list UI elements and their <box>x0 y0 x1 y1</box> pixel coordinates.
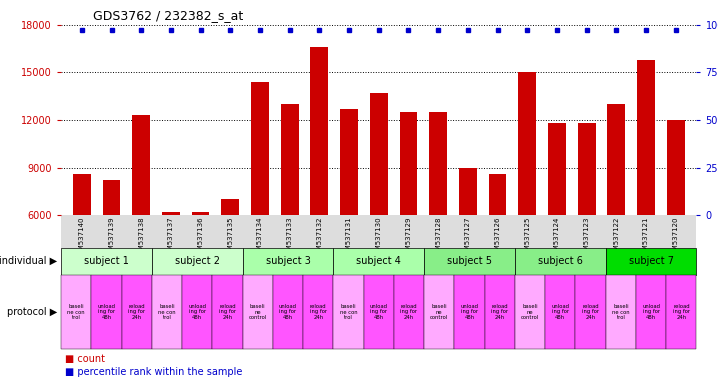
Text: unload
ing for
48h: unload ing for 48h <box>642 304 660 320</box>
Text: baseli
ne
control: baseli ne control <box>521 304 539 320</box>
Bar <box>162 212 180 215</box>
Text: unload
ing for
48h: unload ing for 48h <box>370 304 388 320</box>
Bar <box>548 123 566 215</box>
Text: baseli
ne con
trol: baseli ne con trol <box>67 304 85 320</box>
Text: baseli
ne
control: baseli ne control <box>248 304 267 320</box>
Text: GDS3762 / 232382_s_at: GDS3762 / 232382_s_at <box>93 9 243 22</box>
Text: ■ count: ■ count <box>65 354 105 364</box>
Bar <box>192 212 210 215</box>
Text: unload
ing for
48h: unload ing for 48h <box>279 304 297 320</box>
Bar <box>489 174 506 215</box>
Text: reload
ing for
24h: reload ing for 24h <box>491 304 508 320</box>
Text: baseli
ne
control: baseli ne control <box>430 304 448 320</box>
Text: subject 1: subject 1 <box>84 256 129 266</box>
Text: ■ percentile rank within the sample: ■ percentile rank within the sample <box>65 367 242 377</box>
Text: protocol ▶: protocol ▶ <box>7 307 57 317</box>
Text: subject 2: subject 2 <box>174 256 220 266</box>
Text: reload
ing for
24h: reload ing for 24h <box>219 304 236 320</box>
Bar <box>221 199 239 215</box>
Bar <box>607 104 625 215</box>
Bar <box>667 120 684 215</box>
Text: unload
ing for
48h: unload ing for 48h <box>188 304 206 320</box>
Bar <box>637 60 655 215</box>
Text: subject 4: subject 4 <box>356 256 401 266</box>
Text: unload
ing for
48h: unload ing for 48h <box>551 304 569 320</box>
Bar <box>281 104 299 215</box>
Bar <box>310 47 328 215</box>
Bar <box>251 82 269 215</box>
Bar <box>518 73 536 215</box>
Bar <box>132 115 150 215</box>
Bar <box>103 180 121 215</box>
Text: subject 5: subject 5 <box>447 256 492 266</box>
Bar <box>370 93 388 215</box>
Text: unload
ing for
48h: unload ing for 48h <box>460 304 478 320</box>
Text: baseli
ne con
trol: baseli ne con trol <box>158 304 176 320</box>
Text: subject 6: subject 6 <box>538 256 583 266</box>
Text: baseli
ne con
trol: baseli ne con trol <box>340 304 358 320</box>
Text: reload
ing for
24h: reload ing for 24h <box>309 304 327 320</box>
Text: subject 3: subject 3 <box>266 256 310 266</box>
Text: reload
ing for
24h: reload ing for 24h <box>582 304 599 320</box>
Bar <box>459 167 477 215</box>
Bar <box>340 109 358 215</box>
Text: individual ▶: individual ▶ <box>0 256 57 266</box>
Text: reload
ing for
24h: reload ing for 24h <box>401 304 418 320</box>
Text: subject 7: subject 7 <box>628 256 673 266</box>
Bar <box>578 123 595 215</box>
Text: unload
ing for
48h: unload ing for 48h <box>98 304 116 320</box>
Text: reload
ing for
24h: reload ing for 24h <box>128 304 145 320</box>
Bar <box>73 174 90 215</box>
Text: baseli
ne con
trol: baseli ne con trol <box>612 304 630 320</box>
Bar <box>429 112 447 215</box>
Text: reload
ing for
24h: reload ing for 24h <box>673 304 690 320</box>
Bar <box>399 112 417 215</box>
